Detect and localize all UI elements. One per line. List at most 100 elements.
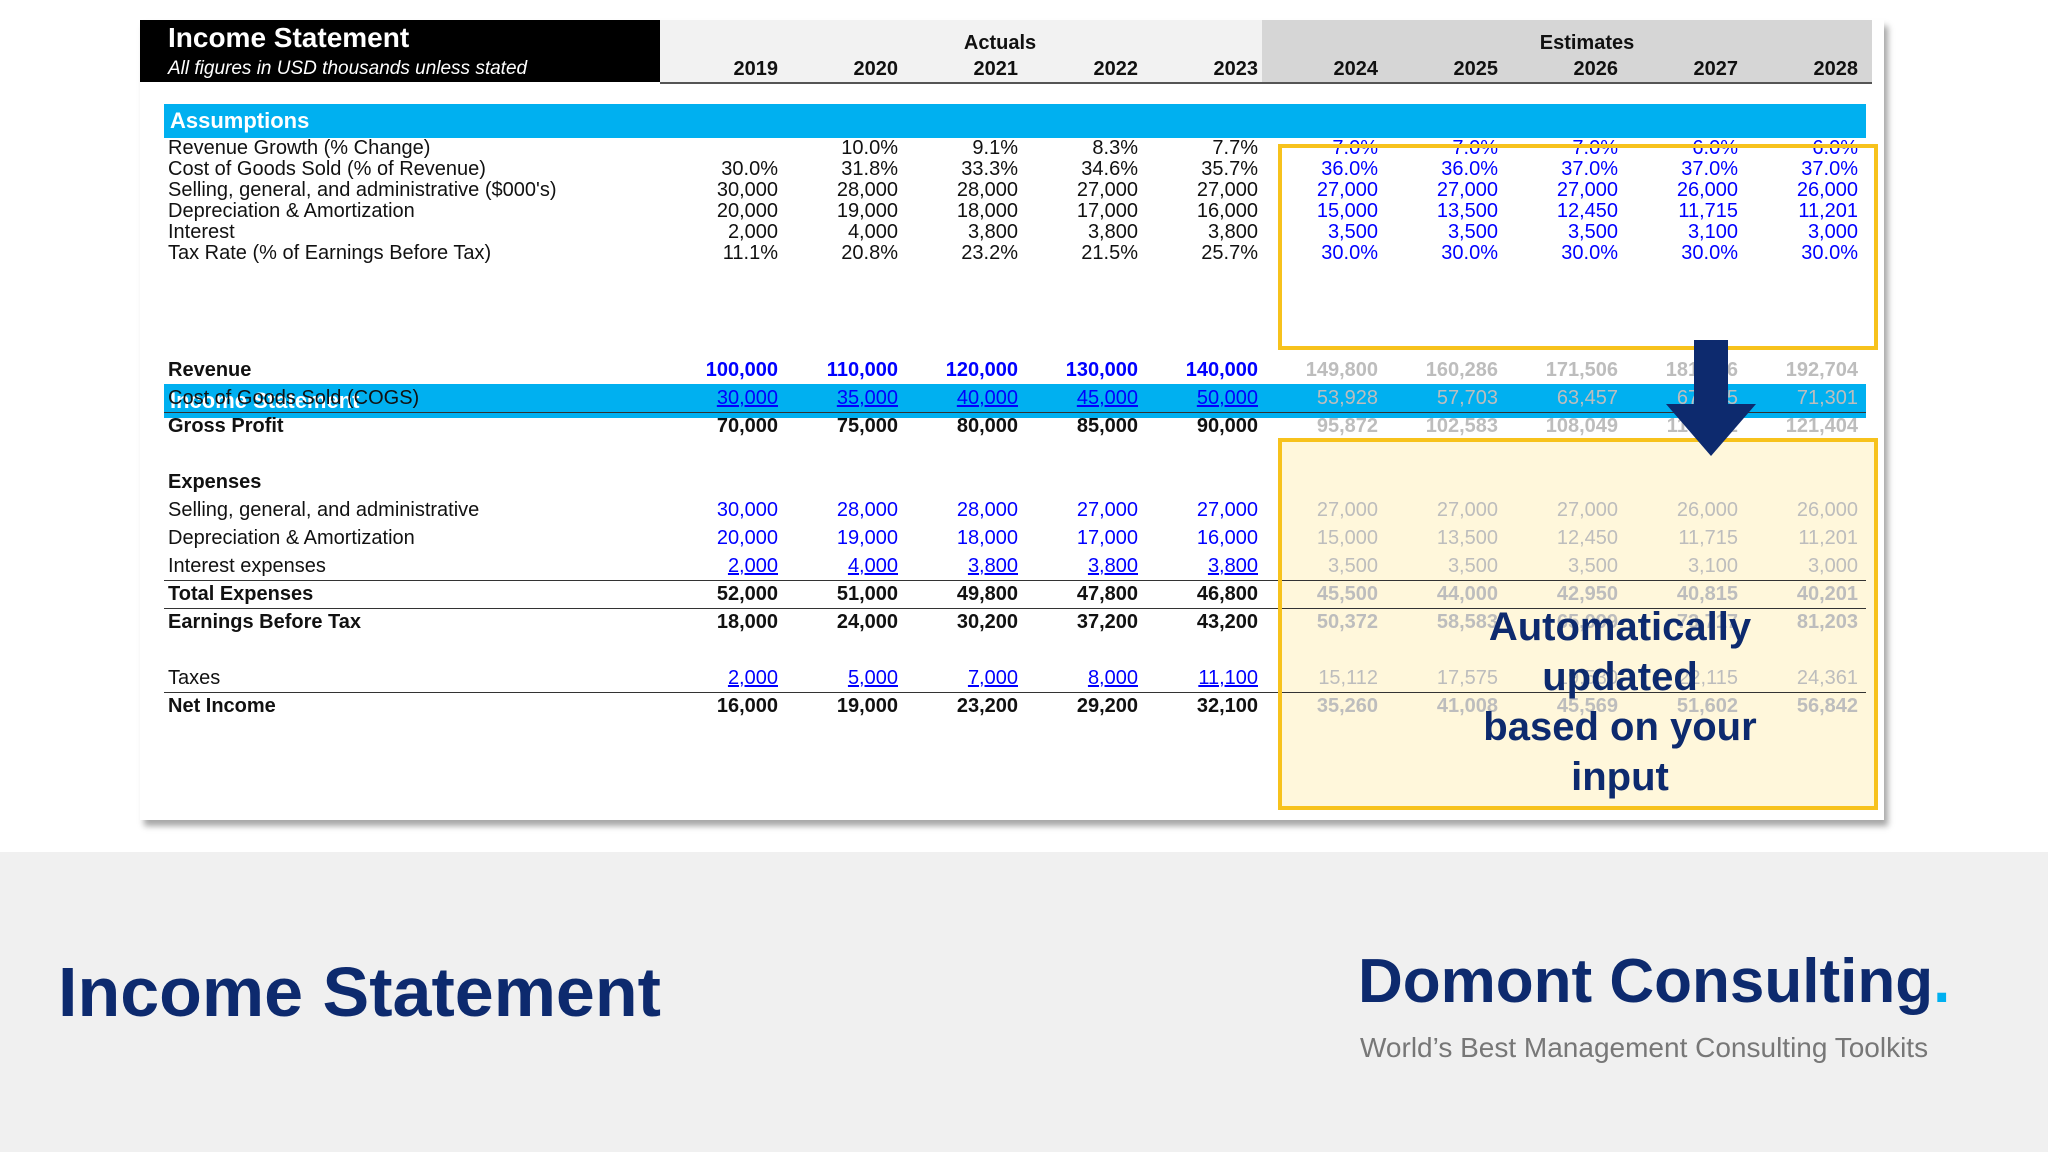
cell-2028[interactable]: 40,201 [1796, 583, 1858, 605]
cell-2019[interactable]: 52,000 [716, 583, 778, 605]
cell-2023[interactable]: 16,000 [1196, 200, 1258, 222]
cell-2020[interactable]: 10.0% [841, 137, 898, 159]
cell-2020[interactable]: 31.8% [841, 158, 898, 180]
cell-2019[interactable]: 100,000 [705, 359, 778, 381]
cell-2028[interactable]: 3,000 [1807, 221, 1858, 243]
cell-2021[interactable]: 23,200 [956, 695, 1018, 717]
cell-2027[interactable]: 11,715 [1678, 200, 1738, 222]
cell-2024[interactable]: 3,500 [1327, 221, 1378, 243]
cell-2019[interactable]: 18,000 [716, 611, 778, 633]
cell-2023[interactable]: 16,000 [1196, 527, 1258, 549]
cell-2021[interactable]: 40,000 [956, 387, 1018, 409]
cell-2028[interactable]: 56,842 [1796, 695, 1858, 717]
cell-2025[interactable]: 27,000 [1436, 179, 1498, 201]
cell-2022[interactable]: 37,200 [1076, 611, 1138, 633]
cell-2025[interactable]: 58,583 [1436, 611, 1498, 633]
cell-2025[interactable]: 102,583 [1425, 415, 1498, 437]
cell-2028[interactable]: 37.0% [1801, 158, 1858, 180]
cell-2022[interactable]: 8.3% [1092, 137, 1138, 159]
cell-2028[interactable]: 71,301 [1796, 387, 1858, 409]
cell-2028[interactable]: 26,000 [1796, 499, 1858, 521]
cell-2019[interactable]: 30,000 [716, 499, 778, 521]
cell-2021[interactable]: 23.2% [961, 242, 1018, 264]
cell-2026[interactable]: 65,099 [1556, 611, 1618, 633]
cell-2022[interactable]: 17,000 [1076, 527, 1138, 549]
cell-2023[interactable]: 7.7% [1212, 137, 1258, 159]
cell-2023[interactable]: 32,100 [1196, 695, 1258, 717]
cell-2027[interactable]: 11,715 [1678, 527, 1738, 549]
cell-2023[interactable]: 35.7% [1201, 158, 1258, 180]
cell-2022[interactable]: 21.5% [1081, 242, 1138, 264]
cell-2021[interactable]: 7,000 [967, 667, 1018, 689]
cell-2020[interactable]: 5,000 [847, 667, 898, 689]
cell-2027[interactable]: 26,000 [1676, 499, 1738, 521]
cell-2024[interactable]: 45,500 [1316, 583, 1378, 605]
cell-2021[interactable]: 28,000 [956, 179, 1018, 201]
cell-2019[interactable]: 11.1% [722, 242, 778, 264]
cell-2026[interactable]: 42,950 [1556, 583, 1618, 605]
cell-2025[interactable]: 160,286 [1425, 359, 1498, 381]
cell-2025[interactable]: 36.0% [1441, 158, 1498, 180]
cell-2019[interactable]: 20,000 [716, 200, 778, 222]
cell-2025[interactable]: 7.0% [1452, 137, 1498, 159]
cell-2025[interactable]: 13,500 [1436, 527, 1498, 549]
cell-2024[interactable]: 35,260 [1316, 695, 1378, 717]
cell-2027[interactable]: 3,100 [1687, 221, 1738, 243]
cell-2022[interactable]: 8,000 [1087, 667, 1138, 689]
cell-2027[interactable]: 26,000 [1676, 179, 1738, 201]
cell-2024[interactable]: 15,112 [1318, 667, 1378, 689]
cell-2026[interactable]: 12,450 [1556, 200, 1618, 222]
cell-2027[interactable]: 73,717 [1676, 611, 1738, 633]
cell-2020[interactable]: 19,000 [836, 200, 898, 222]
cell-2022[interactable]: 29,200 [1076, 695, 1138, 717]
cell-2028[interactable]: 3,000 [1807, 555, 1858, 577]
cell-2024[interactable]: 3,500 [1327, 555, 1378, 577]
cell-2022[interactable]: 85,000 [1076, 415, 1138, 437]
cell-2020[interactable]: 24,000 [836, 611, 898, 633]
cell-2028[interactable]: 192,704 [1785, 359, 1858, 381]
cell-2023[interactable]: 27,000 [1196, 499, 1258, 521]
cell-2025[interactable]: 41,008 [1436, 695, 1498, 717]
cell-2026[interactable]: 3,500 [1567, 221, 1618, 243]
cell-2022[interactable]: 130,000 [1065, 359, 1138, 381]
cell-2023[interactable]: 46,800 [1196, 583, 1258, 605]
cell-2020[interactable]: 75,000 [836, 415, 898, 437]
cell-2026[interactable]: 3,500 [1567, 555, 1618, 577]
cell-2019[interactable]: 20,000 [716, 527, 778, 549]
cell-2027[interactable]: 30.0% [1681, 242, 1738, 264]
cell-2022[interactable]: 17,000 [1076, 200, 1138, 222]
cell-2020[interactable]: 4,000 [847, 555, 898, 577]
cell-2026[interactable]: 45,569 [1556, 695, 1618, 717]
cell-2024[interactable]: 7.0% [1332, 137, 1378, 159]
cell-2025[interactable]: 13,500 [1436, 200, 1498, 222]
cell-2021[interactable]: 49,800 [956, 583, 1018, 605]
cell-2024[interactable]: 36.0% [1321, 158, 1378, 180]
cell-2026[interactable]: 7.0% [1572, 137, 1618, 159]
cell-2026[interactable]: 30.0% [1561, 242, 1618, 264]
cell-2020[interactable]: 35,000 [836, 387, 898, 409]
cell-2022[interactable]: 27,000 [1076, 179, 1138, 201]
cell-2020[interactable]: 28,000 [836, 499, 898, 521]
cell-2021[interactable]: 120,000 [945, 359, 1018, 381]
cell-2020[interactable]: 28,000 [836, 179, 898, 201]
cell-2022[interactable]: 47,800 [1076, 583, 1138, 605]
cell-2021[interactable]: 80,000 [956, 415, 1018, 437]
cell-2019[interactable]: 16,000 [716, 695, 778, 717]
cell-2026[interactable]: 108,049 [1545, 415, 1618, 437]
cell-2028[interactable]: 24,361 [1796, 667, 1858, 689]
cell-2024[interactable]: 30.0% [1321, 242, 1378, 264]
cell-2019[interactable]: 30,000 [716, 387, 778, 409]
cell-2021[interactable]: 3,800 [967, 555, 1018, 577]
cell-2023[interactable]: 3,800 [1207, 555, 1258, 577]
cell-2021[interactable]: 30,200 [956, 611, 1018, 633]
cell-2026[interactable]: 171,506 [1545, 359, 1618, 381]
cell-2027[interactable]: 22,115 [1678, 667, 1738, 689]
cell-2023[interactable]: 3,800 [1207, 221, 1258, 243]
cell-2024[interactable]: 95,872 [1316, 415, 1378, 437]
cell-2020[interactable]: 110,000 [826, 359, 898, 381]
cell-2020[interactable]: 51,000 [836, 583, 898, 605]
cell-2022[interactable]: 3,800 [1087, 221, 1138, 243]
cell-2025[interactable]: 30.0% [1441, 242, 1498, 264]
cell-2022[interactable]: 45,000 [1076, 387, 1138, 409]
cell-2023[interactable]: 50,000 [1196, 387, 1258, 409]
